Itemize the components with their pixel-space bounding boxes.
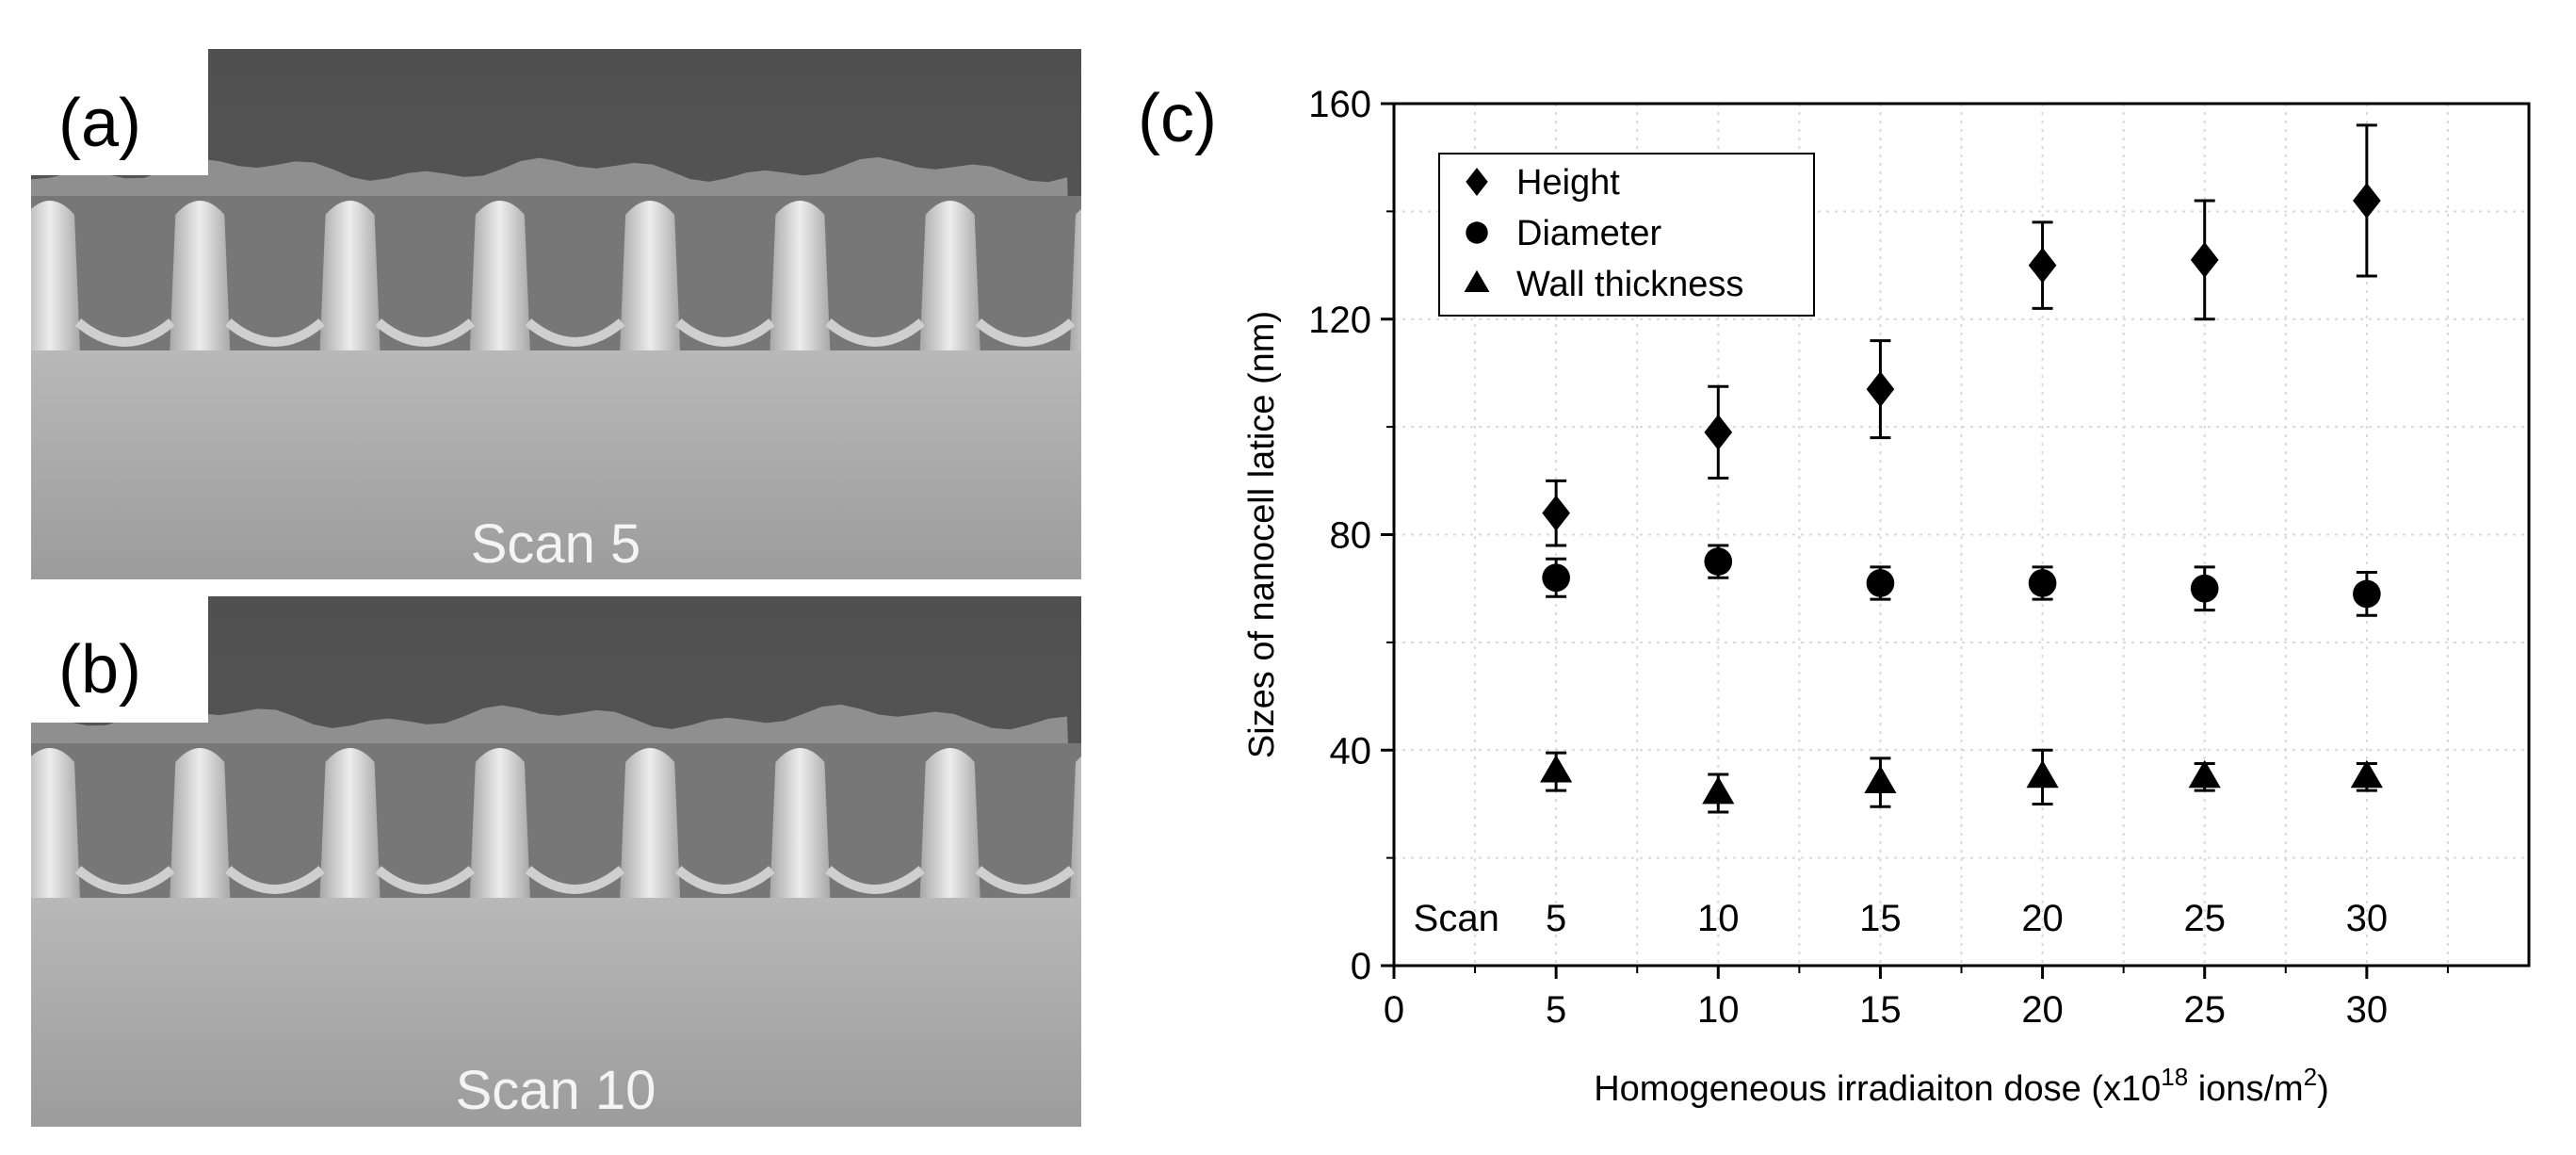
x-axis-title-part: ) bbox=[2317, 1069, 2329, 1109]
sem-cavity-floor bbox=[225, 866, 325, 894]
x-axis-title-superscript: 2 bbox=[2304, 1063, 2317, 1091]
scan-number-label: 5 bbox=[1546, 898, 1566, 939]
sem-nanocell-wall bbox=[1070, 756, 1081, 898]
sem-cavity-floor bbox=[975, 866, 1076, 894]
x-tick-label: 30 bbox=[2346, 989, 2389, 1031]
sem-nanocell-wall bbox=[770, 201, 831, 350]
data-point-height bbox=[1542, 495, 1570, 531]
data-point-wall-thickness bbox=[2026, 759, 2059, 789]
x-axis-title-part: Homogeneous irradiaiton dose (x10 bbox=[1594, 1069, 2161, 1109]
sem-nanocell-wall bbox=[620, 748, 681, 898]
sem-nanocell-wall bbox=[770, 748, 831, 898]
data-point-wall-thickness bbox=[2188, 759, 2221, 789]
x-tick-label: 10 bbox=[1697, 989, 1740, 1031]
data-point-height bbox=[1866, 371, 1895, 408]
series-height bbox=[1542, 123, 2381, 547]
data-point-height bbox=[2353, 182, 2381, 219]
sem-cavity-floor bbox=[375, 318, 476, 347]
data-point-height bbox=[2190, 241, 2219, 278]
x-tick-label: 20 bbox=[2021, 989, 2064, 1031]
x-axis-title-superscript: 18 bbox=[2161, 1063, 2188, 1091]
x-tick-label: 0 bbox=[1384, 989, 1404, 1031]
y-tick-label: 120 bbox=[1308, 300, 1371, 341]
sem-cavity-floor bbox=[674, 866, 775, 894]
panel-a-label-box bbox=[31, 49, 208, 175]
data-point-wall-thickness bbox=[2350, 759, 2383, 789]
legend-label-wall-thickness: Wall thickness bbox=[1516, 265, 1743, 304]
sem-cavity-floor bbox=[525, 318, 625, 347]
data-point-height bbox=[2028, 247, 2057, 284]
y-axis-title: Sizes of nanocell latice (nm) bbox=[1242, 311, 1282, 758]
data-point-wall-thickness bbox=[1702, 775, 1735, 805]
panel-c-label: (c) bbox=[1138, 81, 1217, 156]
x-tick-label: 5 bbox=[1546, 989, 1566, 1031]
sem-nanocell-wall bbox=[469, 201, 530, 350]
data-point-wall-thickness bbox=[1540, 755, 1573, 783]
sem-nanocell-wall bbox=[919, 201, 980, 350]
data-point-diameter bbox=[2028, 569, 2057, 597]
legend-box bbox=[1438, 153, 1815, 317]
sem-cavity-floor bbox=[74, 318, 175, 347]
sem-image-scan-5 bbox=[31, 49, 1081, 579]
panel-b-label-box bbox=[31, 596, 208, 723]
scan-number-label: 20 bbox=[2021, 898, 2064, 939]
sem-cavity-floor bbox=[975, 318, 1076, 347]
y-tick-label: 80 bbox=[1330, 515, 1372, 557]
y-tick-label: 40 bbox=[1330, 730, 1372, 772]
sem-substrate bbox=[31, 350, 1081, 579]
scan-number-label: 10 bbox=[1697, 898, 1740, 939]
sem-cavity-floor bbox=[825, 318, 925, 347]
data-point-diameter bbox=[2190, 574, 2219, 603]
data-point-diameter bbox=[1542, 563, 1570, 593]
scan-number-label: 25 bbox=[2183, 898, 2226, 939]
x-tick-label: 15 bbox=[1859, 989, 1902, 1031]
scan-number-label: 15 bbox=[1859, 898, 1902, 939]
sem-caption-b: Scan 10 bbox=[456, 1060, 656, 1121]
sem-nanocell-wall bbox=[31, 748, 80, 898]
panel-a-label: (a) bbox=[58, 86, 141, 161]
sem-nanocell-wall bbox=[319, 201, 381, 350]
sem-cavity-floor bbox=[225, 318, 325, 347]
series-wall-thickness bbox=[1540, 748, 2383, 814]
y-tick-label: 160 bbox=[1308, 84, 1371, 125]
data-point-height bbox=[1704, 414, 1733, 450]
panel-b-label: (b) bbox=[58, 632, 141, 708]
sem-nanocell-wall bbox=[469, 748, 530, 898]
legend-marker-wall-thickness bbox=[1464, 269, 1490, 292]
sem-cavity-floor bbox=[375, 866, 476, 894]
legend-marker-height bbox=[1466, 168, 1488, 196]
sem-cavity-floor bbox=[674, 318, 775, 347]
scan-annotations: Scan 5 10 15 20 25 30 bbox=[1414, 898, 2388, 939]
sem-caption-a: Scan 5 bbox=[471, 513, 641, 575]
sem-nanocell-wall bbox=[170, 748, 231, 898]
y-tick-label: 0 bbox=[1351, 946, 1371, 987]
x-axis-title-part: ions/m bbox=[2188, 1069, 2303, 1109]
series-diameter bbox=[1542, 544, 2381, 617]
sem-nanocell-wall bbox=[1070, 208, 1081, 350]
legend: Height Diameter Wall thickness bbox=[1438, 153, 1815, 317]
data-point-wall-thickness bbox=[1864, 765, 1897, 793]
data-point-diameter bbox=[1866, 569, 1895, 597]
sem-substrate bbox=[31, 898, 1081, 1127]
sem-nanocell-wall bbox=[319, 748, 381, 898]
scan-row-label: Scan bbox=[1414, 898, 1499, 939]
data-point-diameter bbox=[1704, 547, 1733, 576]
sem-nanocell-wall bbox=[919, 748, 980, 898]
x-axis-title: Homogeneous irradiaiton dose (x1018 ions… bbox=[1594, 1063, 2329, 1109]
legend-marker-diameter bbox=[1466, 221, 1488, 244]
sem-image-scan-10 bbox=[31, 596, 1081, 1127]
sem-nanocell-wall bbox=[620, 201, 681, 350]
sem-cavity-floor bbox=[74, 866, 175, 894]
sem-nanocell-wall bbox=[170, 201, 231, 350]
data-point-diameter bbox=[2353, 579, 2381, 609]
legend-label-height: Height bbox=[1516, 163, 1620, 203]
sem-nanocell-wall bbox=[31, 201, 80, 350]
sem-cavity-floor bbox=[825, 866, 925, 894]
x-tick-label: 25 bbox=[2183, 989, 2226, 1031]
scan-number-label: 30 bbox=[2346, 898, 2389, 939]
sem-cavity-floor bbox=[525, 866, 625, 894]
legend-label-diameter: Diameter bbox=[1516, 214, 1661, 253]
